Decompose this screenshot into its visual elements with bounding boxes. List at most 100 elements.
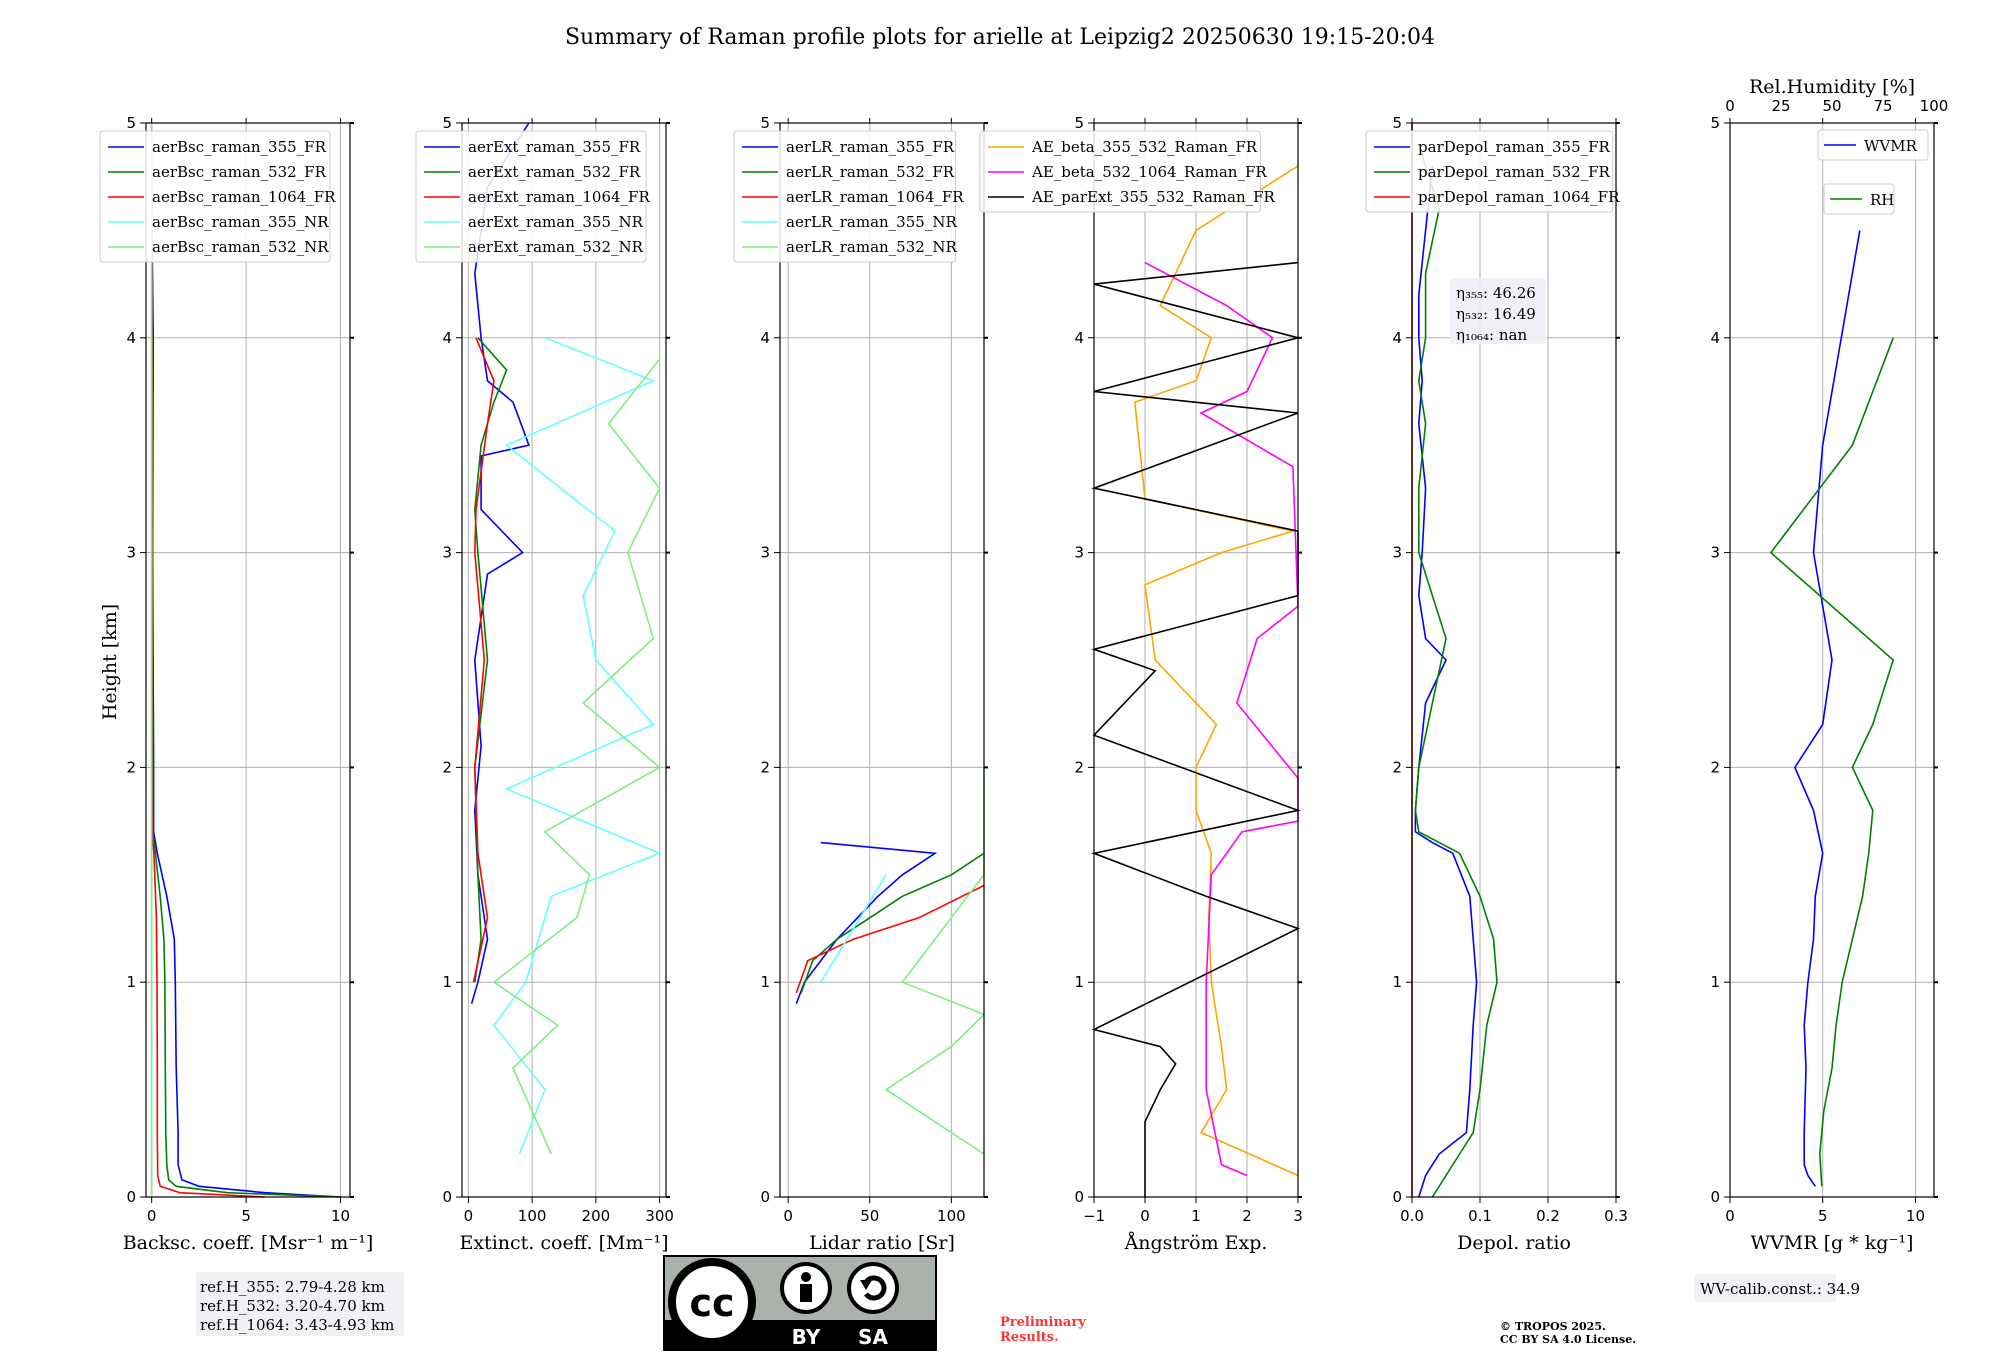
legend: aerLR_raman_355_FR aerLR_raman_532_FR aerL… xyxy=(733,130,964,263)
y-tick-label: 2 xyxy=(760,758,770,776)
x-tick-label: 1 xyxy=(1191,1207,1201,1225)
series-line-aerExt_raman_532_FR xyxy=(473,337,508,983)
legend-entry: aerExt_raman_532_FR xyxy=(468,163,641,181)
legend-entry: aerLR_raman_355_NR xyxy=(786,213,957,231)
series-line-parDepol_raman_532_FR xyxy=(1414,144,1498,1198)
legend: WVMR RH xyxy=(1817,129,1929,215)
x-tick-label: 200 xyxy=(582,1207,611,1225)
legend-box xyxy=(415,130,647,263)
x-tick-label: 10 xyxy=(331,1207,350,1225)
legend: aerExt_raman_355_FR aerExt_raman_532_FRae… xyxy=(415,130,650,263)
y-tick-label: 4 xyxy=(126,329,136,347)
y-tick-label: 5 xyxy=(1074,114,1084,132)
y-axis-label: Height [km] xyxy=(99,604,121,720)
x-tick-label: 0 xyxy=(147,1207,157,1225)
plot-frame xyxy=(1729,122,1935,1198)
legend-entry: parDepol_raman_355_FR xyxy=(1418,138,1611,156)
legend-box xyxy=(1365,130,1614,213)
legend-box xyxy=(979,130,1261,213)
y-tick-label: 3 xyxy=(1392,544,1402,562)
legend-entry: AE_parExt_355_532_Raman_FR xyxy=(1031,188,1276,206)
legend-box xyxy=(1817,129,1929,161)
legend: parDepol_raman_355_FR parDepol_raman_532_… xyxy=(1365,130,1620,213)
x-tick-label: 5 xyxy=(1818,1207,1828,1225)
x-tick-label: 0.1 xyxy=(1468,1207,1492,1225)
cc-by-sa-logo: cc BY SA xyxy=(663,1255,937,1351)
legend-entry: parDepol_raman_532_FR xyxy=(1418,163,1611,181)
refh-355: ref.H_355: 2.79-4.28 km xyxy=(200,1278,385,1296)
y-tick-label: 1 xyxy=(1392,973,1402,991)
cc-label: cc xyxy=(689,1281,734,1325)
y-tick-label: 1 xyxy=(1710,973,1720,991)
y-tick-label: 5 xyxy=(1392,114,1402,132)
y-tick-label: 5 xyxy=(126,114,136,132)
x-tick-label: 2 xyxy=(1242,1207,1252,1225)
legend-entry: aerLR_raman_532_FR xyxy=(786,163,955,181)
series-line-AE_beta_355_532_Raman_FR xyxy=(1133,165,1299,1177)
x-tick-label: 100 xyxy=(518,1207,547,1225)
figure-title: Summary of Raman profile plots for ariel… xyxy=(565,25,1435,50)
x2-tick-label: 100 xyxy=(1920,97,1949,115)
y-tick-label: 0 xyxy=(442,1188,452,1206)
eta-annotation: η₃₅₅: 46.26 xyxy=(1456,284,1536,302)
copyright-line1: © TROPOS 2025. xyxy=(1500,1320,1606,1333)
preliminary-line2: Results. xyxy=(1000,1330,1059,1345)
preliminary-line1: Preliminary xyxy=(1000,1315,1086,1330)
refh-532: ref.H_532: 3.20-4.70 km xyxy=(200,1297,385,1315)
y-tick-label: 3 xyxy=(126,544,136,562)
series-line-aerExt_raman_355_FR xyxy=(470,122,530,1004)
legend: AE_beta_355_532_Raman_FR AE_beta_532_1064… xyxy=(979,130,1276,213)
y-tick-label: 5 xyxy=(1710,114,1720,132)
copyright-line2: CC BY SA 4.0 License. xyxy=(1500,1333,1636,1346)
y-tick-label: 1 xyxy=(760,973,770,991)
eta-annotation: η₁₀₆₄: nan xyxy=(1456,326,1527,344)
y-tick-label: 0 xyxy=(126,1188,136,1206)
legend-entry: aerBsc_raman_355_FR xyxy=(152,138,327,156)
y-tick-label: 3 xyxy=(760,544,770,562)
series-line-RH xyxy=(1769,337,1895,1187)
series-line-aerLR_raman_355_FR xyxy=(795,841,938,1004)
y-tick-label: 4 xyxy=(760,329,770,347)
y-tick-label: 2 xyxy=(442,758,452,776)
plot-frame xyxy=(461,122,667,1198)
y-tick-label: 4 xyxy=(1392,329,1402,347)
sa-icon xyxy=(847,1262,899,1314)
legend-entry: AE_beta_532_1064_Raman_FR xyxy=(1031,163,1267,181)
y-tick-label: 1 xyxy=(442,973,452,991)
y-tick-label: 1 xyxy=(126,973,136,991)
y-tick-label: 4 xyxy=(442,329,452,347)
y-tick-label: 5 xyxy=(442,114,452,132)
x-tick-label: 0 xyxy=(1725,1207,1735,1225)
wv-calib-const: WV-calib.const.: 34.9 xyxy=(1700,1280,1860,1298)
x-tick-label: 100 xyxy=(937,1207,966,1225)
legend-box xyxy=(99,130,331,263)
x2-tick-label: 75 xyxy=(1873,97,1892,115)
series-line-aerExt_raman_1064_FR xyxy=(472,337,495,983)
sa-label: SA xyxy=(858,1325,888,1349)
legend-entry: aerBsc_raman_532_FR xyxy=(152,163,327,181)
x-tick-label: −1 xyxy=(1083,1207,1105,1225)
legend-entry: RH xyxy=(1870,191,1894,209)
series-line-AE_beta_532_1064_Raman_FR xyxy=(1144,261,1299,1177)
x2-tick-label: 0 xyxy=(1725,97,1735,115)
x-axis-label: Lidar ratio [Sr] xyxy=(809,1232,955,1254)
x2-axis-label: Rel.Humidity [%] xyxy=(1749,76,1915,98)
legend-entry: aerBsc_raman_532_NR xyxy=(152,238,329,256)
series-line-aerLR_raman_1064_FR xyxy=(795,884,985,994)
series-line-aerLR_raman_532_NR xyxy=(884,767,986,1155)
x-tick-label: 0.0 xyxy=(1400,1207,1424,1225)
plot-frame xyxy=(145,122,351,1198)
x-axis-label: Backsc. coeff. [Msr⁻¹ m⁻¹] xyxy=(123,1232,374,1254)
plot-frame xyxy=(1411,122,1617,1198)
x-tick-label: 300 xyxy=(645,1207,674,1225)
x-tick-label: 10 xyxy=(1906,1207,1925,1225)
y-tick-label: 5 xyxy=(760,114,770,132)
eta-box xyxy=(1450,278,1546,344)
x-tick-label: 3 xyxy=(1293,1207,1303,1225)
legend-entry: AE_beta_355_532_Raman_FR xyxy=(1031,138,1258,156)
series-line-WVMR xyxy=(1793,230,1861,1187)
x-tick-label: 0 xyxy=(464,1207,474,1225)
x-tick-label: 50 xyxy=(860,1207,879,1225)
